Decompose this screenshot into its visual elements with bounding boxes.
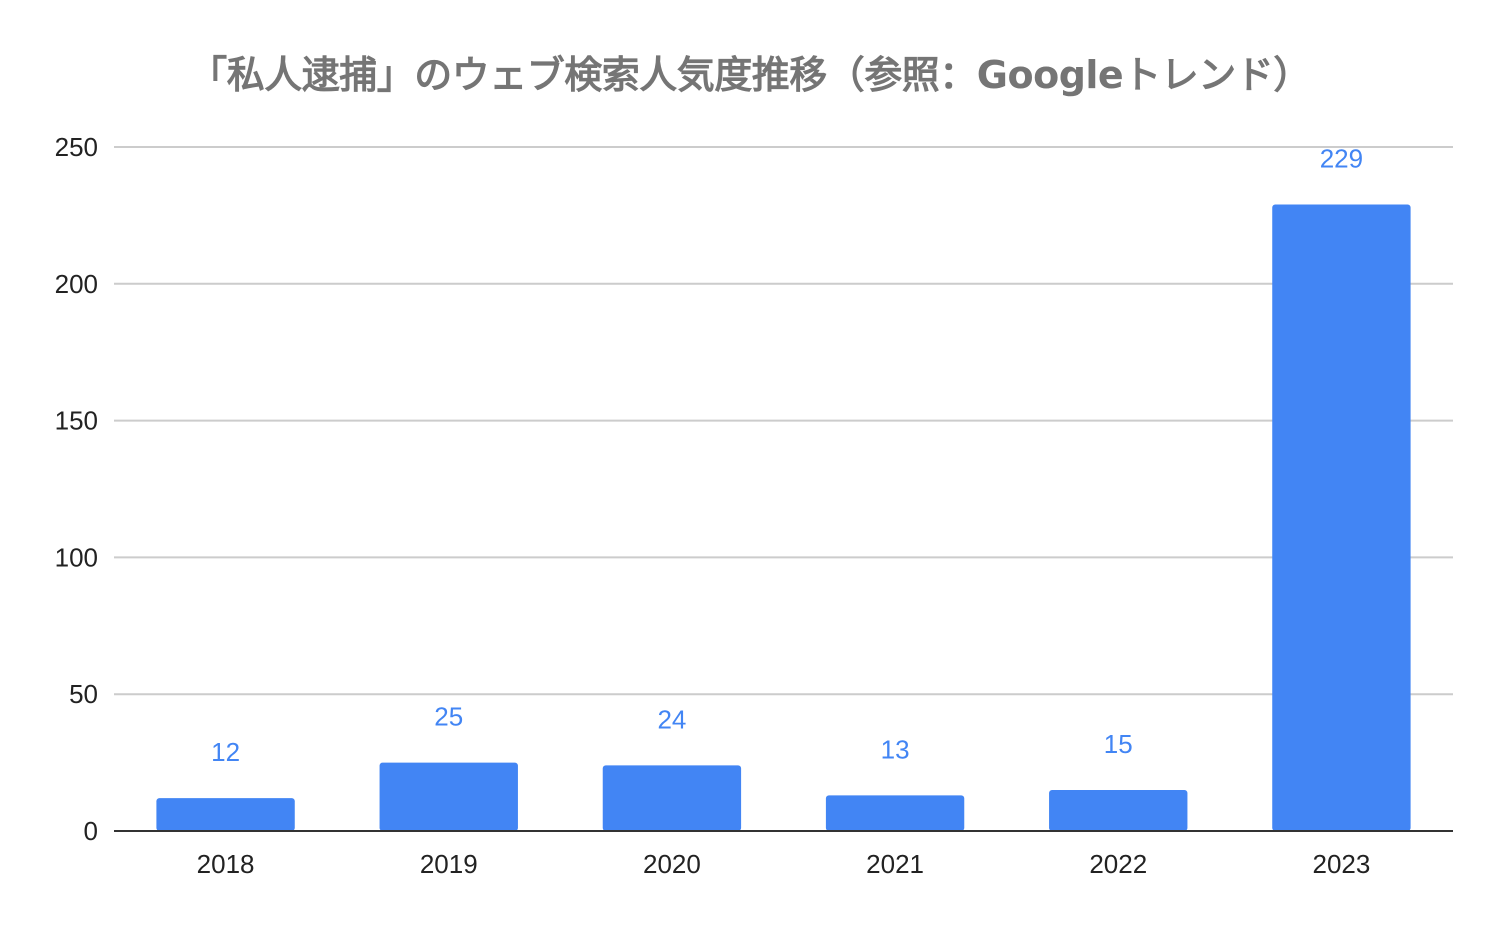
- bar-2021: [825, 795, 965, 831]
- data-label-2020: 24: [657, 704, 686, 734]
- bar-2020: [602, 765, 742, 831]
- y-tick-label: 0: [84, 816, 98, 846]
- chart-title: 「私人逮捕」のウェブ検索人気度推移（参照：Googleトレンド）: [189, 53, 1311, 97]
- y-tick-label: 150: [55, 406, 98, 436]
- x-tick-label-2021: 2021: [866, 849, 924, 879]
- bar-2019: [379, 762, 518, 831]
- y-tick-label: 100: [55, 542, 98, 572]
- bar-2022: [1049, 789, 1188, 831]
- y-tick-label: 200: [55, 269, 98, 299]
- data-label-2019: 25: [434, 702, 463, 732]
- data-label-2021: 13: [881, 734, 910, 764]
- data-label-2018: 12: [211, 737, 240, 767]
- x-tick-label-2019: 2019: [420, 849, 478, 879]
- x-tick-label-2022: 2022: [1089, 849, 1147, 879]
- y-tick-label: 50: [69, 679, 98, 709]
- data-label-2023: 229: [1320, 143, 1363, 173]
- bar-2018: [156, 798, 295, 831]
- x-tick-label-2020: 2020: [643, 849, 701, 879]
- y-tick-label: 250: [55, 132, 98, 162]
- data-label-2022: 15: [1104, 729, 1133, 759]
- bar-2023: [1272, 204, 1411, 831]
- gridlines: [114, 146, 1453, 696]
- axes: 0 50 100 150 200 250 2018 2019 2020 2021 2022 2023: [55, 132, 1453, 879]
- x-tick-label-2023: 2023: [1312, 849, 1370, 879]
- bars: [156, 204, 1411, 831]
- data-labels: 12 25 24 13 15 229: [211, 143, 1363, 767]
- x-tick-label-2018: 2018: [197, 849, 255, 879]
